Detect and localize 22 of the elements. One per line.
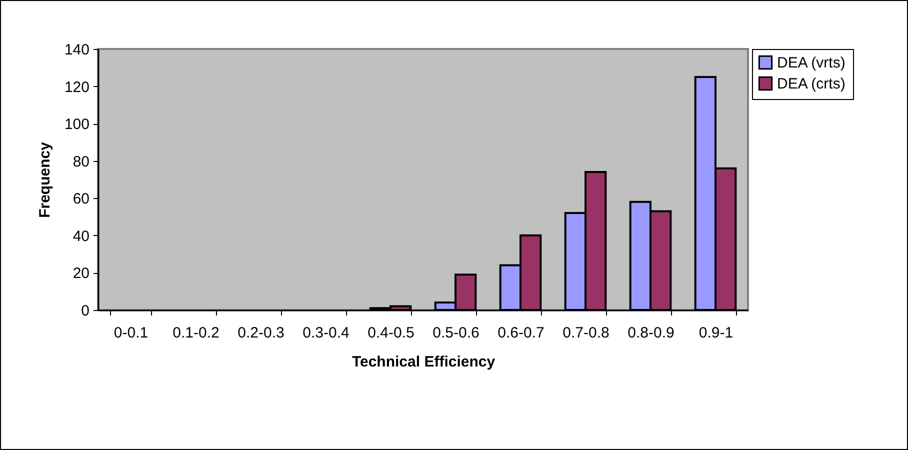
legend-label: DEA (vrts) [777,54,846,72]
x-tick-label: 0.7-0.8 [562,324,610,342]
y-tick-label: 60 [72,190,90,208]
x-axis-title: Technical Efficiency [352,354,496,370]
x-tick-label: 0.9-1 [698,324,734,342]
y-tick-label: 100 [64,116,90,134]
y-tick-label: 40 [72,228,90,245]
y-tick-label: 20 [72,265,90,282]
x-tick-label: 0.4-0.5 [368,324,414,342]
y-tick-label: 120 [64,78,90,96]
y-tick-label: 0 [81,302,90,320]
x-tick-label: 0.2-0.3 [238,324,284,342]
y-tick-label: 80 [72,153,90,170]
x-tick-label: 0-0.1 [114,324,148,342]
x-tick-label: 0.1-0.2 [172,324,220,342]
x-tick-label: 0.8-0.9 [628,324,674,342]
legend-label: DEA (crts) [777,76,846,92]
y-axis-title: Frequency [36,141,54,218]
x-tick-label: 0.6-0.7 [498,324,544,342]
y-tick-label: 140 [64,42,90,58]
x-tick-label: 0.3-0.4 [302,324,350,342]
x-tick-label: 0.5-0.6 [432,324,480,342]
